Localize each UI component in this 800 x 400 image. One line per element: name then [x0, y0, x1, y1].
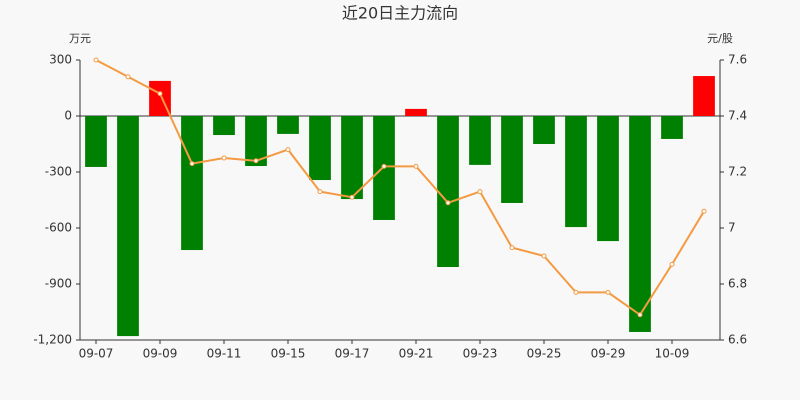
price-point — [477, 189, 483, 195]
x-tick-label: 09-11 — [207, 347, 242, 361]
y2-tick-label: 6.6 — [728, 333, 747, 347]
price-point — [701, 208, 707, 214]
y2-tick-label: 7 — [728, 221, 736, 235]
y-tick-label: 300 — [49, 53, 72, 67]
y2-tick-label: 7.2 — [728, 165, 747, 179]
price-point — [221, 155, 227, 161]
x-tick-label: 09-23 — [463, 347, 498, 361]
price-point — [445, 200, 451, 206]
y2-tick-label: 6.8 — [728, 277, 747, 291]
y2-unit: 元/股 — [707, 32, 733, 45]
price-point — [381, 163, 387, 169]
bar — [469, 116, 491, 165]
bar — [117, 116, 139, 337]
price-point — [253, 158, 259, 164]
price-point — [285, 147, 291, 153]
price-point — [413, 163, 419, 169]
x-tick-label: 09-17 — [335, 347, 370, 361]
y-unit: 万元 — [69, 32, 91, 45]
x-tick-label: 09-09 — [143, 347, 178, 361]
bar — [405, 108, 427, 116]
y-tick-label: -900 — [45, 277, 72, 291]
bar — [277, 116, 299, 134]
x-tick-label: 09-07 — [79, 347, 114, 361]
price-point — [157, 91, 163, 97]
bar — [309, 116, 331, 181]
bar — [213, 116, 235, 136]
x-tick-label: 09-29 — [591, 347, 626, 361]
price-point — [189, 161, 195, 167]
price-point — [349, 194, 355, 200]
chart-title: 近20日主力流向 — [342, 4, 458, 23]
bar — [661, 116, 683, 139]
bar — [501, 116, 523, 203]
price-point — [541, 253, 547, 259]
bar — [437, 116, 459, 268]
y2-tick-label: 7.6 — [728, 53, 747, 67]
y-tick-label: -1,200 — [33, 333, 72, 347]
price-point — [93, 57, 99, 63]
price-point — [125, 74, 131, 80]
bar — [181, 116, 203, 251]
y-tick-label: -300 — [45, 165, 72, 179]
bar — [245, 116, 267, 167]
price-point — [669, 261, 675, 267]
price-point — [573, 289, 579, 295]
bar — [629, 116, 651, 332]
y-tick-label: -600 — [45, 221, 72, 235]
bar — [693, 76, 715, 116]
y2-tick-label: 7.4 — [728, 109, 747, 123]
bar — [565, 116, 587, 228]
bar — [85, 116, 107, 167]
y-tick-label: 0 — [64, 109, 72, 123]
price-point — [317, 189, 323, 195]
bar — [597, 116, 619, 242]
x-tick-label: 10-09 — [655, 347, 690, 361]
x-tick-label: 09-21 — [399, 347, 434, 361]
bar — [341, 116, 363, 200]
price-point — [637, 312, 643, 318]
x-tick-label: 09-15 — [271, 347, 306, 361]
bar — [533, 116, 555, 144]
x-tick-label: 09-25 — [527, 347, 562, 361]
price-point — [605, 289, 611, 295]
price-point — [509, 245, 515, 251]
price-line — [95, 59, 705, 317]
